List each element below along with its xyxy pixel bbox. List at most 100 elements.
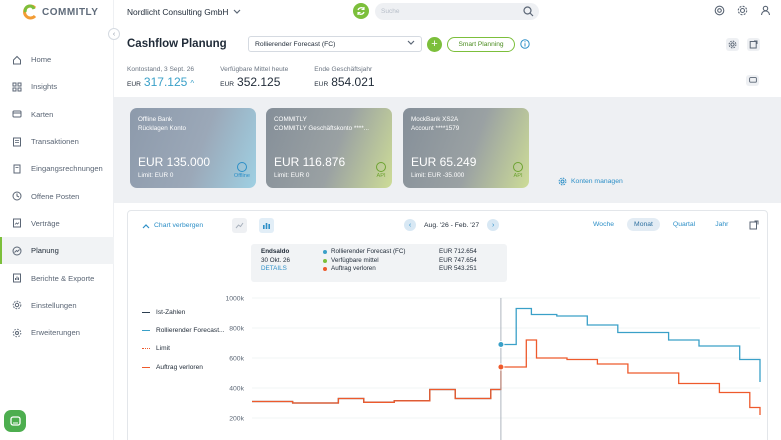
search-input[interactable]: Suche [375,3,539,20]
sidebar-item-label: Erweiterungen [31,328,80,338]
legend-label: Ist-Zahlen [156,308,186,316]
sidebar-item-label: Planung [31,246,59,256]
planning-settings-button[interactable] [726,38,739,51]
chart-hide-toggle[interactable]: Chart verbergen [142,222,203,229]
manage-accounts-link[interactable]: Konten managen [558,177,623,186]
chart-tooltip: Endsaldo 30 Okt. 26 DETAILS Rollierender… [251,244,507,282]
stat-available-value: 352.125 [237,75,281,89]
export-button[interactable] [747,38,760,51]
forecast-select-value: Rollierender Forecast (FC) [255,40,336,48]
account-name: Account ****1579 [411,124,460,132]
sidebar: COMMITLY Home Insights Karten Transaktionen… [0,0,114,440]
info-icon[interactable] [520,39,530,49]
sidebar-item-planung[interactable]: Planung [0,237,114,265]
legend-label: Rollierender Forecast... [156,326,225,334]
tooltip-date: 30 Okt. 26 [261,256,291,264]
bar-chart-button[interactable] [259,218,274,233]
support-icon[interactable] [714,5,725,16]
sidebar-item-label: Insights [31,82,58,92]
chart-hide-label: Chart verbergen [154,222,204,229]
sidebar-item-verträge[interactable]: Verträge [0,210,114,237]
tab-quarter[interactable]: Quartal [672,221,696,228]
account-balance: EUR 116.876 [274,155,346,169]
sidebar-item-einstellungen[interactable]: Einstellungen [0,292,114,319]
sidebar-item-erweiterungen[interactable]: Erweiterungen [0,319,114,346]
settings-icon [12,300,22,310]
comments-button[interactable] [746,75,759,86]
sidebar-item-label: Offene Posten [31,191,80,201]
home-icon [12,55,22,65]
gear-icon [558,177,567,186]
tooltip-details-link[interactable]: DETAILS [261,265,287,272]
sidebar-item-label: Einstellungen [31,300,77,310]
line-chart-icon [235,222,244,229]
tab-week[interactable]: Woche [593,221,615,228]
manage-accounts-label: Konten managen [571,178,623,185]
sidebar-item-eingangsrechnungen[interactable]: Eingangsrechnungen [0,155,114,182]
legend-label: Auftrag verloren [156,363,203,371]
chart-card: 1000k 800k 600k 400k 200k Chart verbergen ‹ … [127,210,768,440]
cashflow-chart[interactable]: 1000k 800k 600k 400k 200k [128,211,769,440]
legend-swatch [142,311,150,313]
sidebar-item-label: Berichte & Exporte [31,273,95,283]
sidebar-item-berichte-exporte[interactable]: Berichte & Exporte [0,264,114,291]
sidebar-item-home[interactable]: Home [0,46,114,73]
account-connection-badge: API [513,162,523,179]
clock-icon [12,191,22,201]
y-tick-label: 200k [229,416,244,423]
invoice-icon [12,164,22,174]
sidebar-item-label: Eingangsrechnungen [31,164,103,174]
gear-icon[interactable] [737,5,748,16]
sync-button[interactable] [353,3,369,19]
tab-year[interactable]: Jahr [715,221,729,228]
legend-item[interactable]: Limit [142,340,225,358]
chart-legend: Ist-Zahlen Rollierender Forecast... Limit A… [142,303,225,376]
account-bank: Offline Bank [138,116,173,123]
user-icon[interactable] [760,5,771,16]
account-card[interactable]: MockBank XS2A Account ****1579 EUR 65.24… [403,108,529,188]
account-balance: EUR 135.000 [138,155,211,169]
card-icon [12,109,22,119]
legend-item[interactable]: Rollierender Forecast... [142,321,225,339]
stat-balance: Kontostand, 3 Sept. 26 EUR 317.125 ^ [127,66,194,89]
stat-year-end: Ende Geschäftsjahr EUR 854.021 [314,66,374,89]
tooltip-row-label: Verfügbare mittel [331,256,379,264]
help-chat-button[interactable] [4,410,26,432]
company-switcher[interactable]: Nordlicht Consulting GmbH [127,7,241,17]
account-card[interactable]: Offline Bank Rücklagen Konto EUR 135.000… [130,108,256,188]
account-card[interactable]: COMMITLY COMMITLY Geschäftskonto ****...… [266,108,392,188]
sidebar-collapse-button[interactable]: ‹ [108,28,120,40]
tab-month[interactable]: Monat [627,218,660,231]
logo-text: COMMITLY [42,6,99,18]
export-icon [749,40,758,49]
account-limit: Limit: EUR -35.000 [411,172,465,179]
sidebar-item-karten[interactable]: Karten [0,101,114,128]
smart-planning-button[interactable]: Smart Planning [447,37,515,52]
forecast-select[interactable]: Rollierender Forecast (FC) [248,36,422,52]
bar-chart-icon [263,223,270,229]
logo[interactable]: COMMITLY [22,4,98,20]
stat-currency: EUR [314,81,329,88]
sidebar-item-offene-posten[interactable]: Offene Posten [0,182,114,209]
legend-swatch [142,329,150,331]
period-label: Aug. '26 - Feb. '27 [424,221,480,229]
tooltip-row-value: EUR 747.654 [439,256,477,264]
previous-period-button[interactable]: ‹ [404,219,416,231]
sidebar-item-insights[interactable]: Insights [0,73,114,100]
legend-item[interactable]: Ist-Zahlen [142,303,225,321]
tooltip-row: Verfügbare mittel [323,257,406,266]
next-period-button[interactable]: › [487,219,500,231]
series-dot [323,250,327,255]
search-icon [523,6,534,17]
add-scenario-button[interactable]: + [427,37,442,52]
accounts-area: Offline Bank Rücklagen Konto EUR 135.000… [114,97,781,203]
chart-export-icon[interactable] [749,220,759,230]
series-line-auftrag-verloren[interactable] [252,339,761,415]
legend-item[interactable]: Auftrag verloren [142,358,225,376]
sidebar-item-transaktionen[interactable]: Transaktionen [0,128,114,155]
series-line-rollierender-forecast-fc-[interactable] [500,307,761,383]
stat-balance-toggle[interactable]: ^ [190,79,195,88]
stat-currency: EUR [127,81,141,88]
transactions-icon [12,137,22,147]
line-chart-button[interactable] [232,218,247,233]
